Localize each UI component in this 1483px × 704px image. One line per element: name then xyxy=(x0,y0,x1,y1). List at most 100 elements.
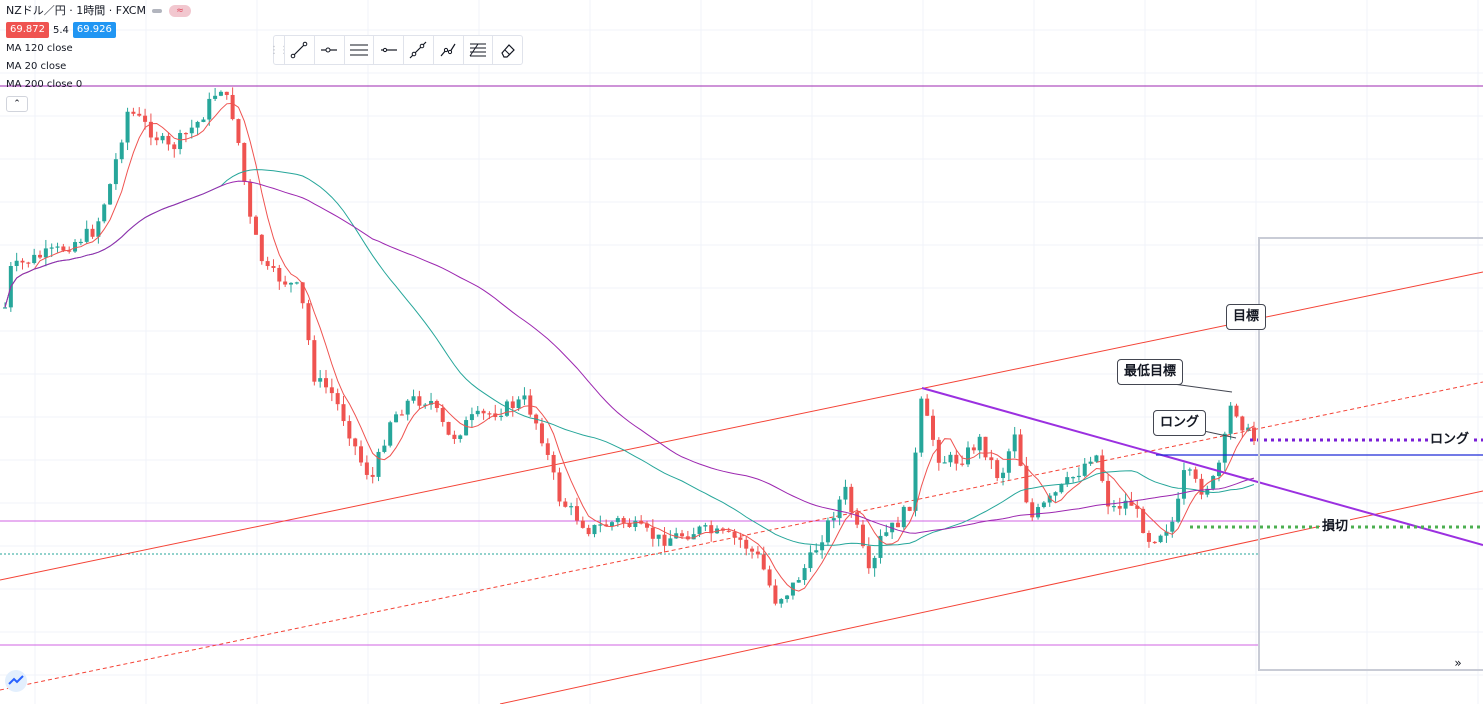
candle-body xyxy=(67,250,72,252)
candle-body xyxy=(440,407,445,422)
candle-body xyxy=(615,518,620,523)
candle-body xyxy=(154,137,159,141)
candle-body xyxy=(1082,463,1087,476)
candle-body xyxy=(580,520,585,528)
sell-price-button[interactable]: 69.872 xyxy=(6,22,49,38)
candle-body xyxy=(697,526,702,535)
ma120-line xyxy=(4,169,1255,547)
candle-body xyxy=(1053,492,1058,496)
candle-body xyxy=(1076,475,1081,478)
candle-body xyxy=(1199,478,1204,495)
candle-body xyxy=(160,135,165,141)
candle-body xyxy=(183,133,188,135)
candle-body xyxy=(201,119,206,122)
indicator-ma200[interactable]: MA 200 close 0 xyxy=(6,79,83,90)
candle-body xyxy=(1094,455,1099,462)
candle-body xyxy=(96,221,101,237)
horizontal-levels xyxy=(0,85,1483,646)
candle-body xyxy=(300,282,305,304)
extended-line-icon[interactable] xyxy=(403,36,433,64)
candle-body xyxy=(3,307,7,309)
candle-body xyxy=(750,548,755,552)
buy-price-button[interactable]: 69.926 xyxy=(72,22,116,38)
candle-body xyxy=(633,520,638,528)
candle-body xyxy=(691,534,696,540)
candle-body xyxy=(1158,535,1163,543)
candle-body xyxy=(294,282,299,284)
collapse-legend-button[interactable]: ⌃ xyxy=(6,96,28,112)
candle-body xyxy=(504,401,509,416)
candle-body xyxy=(148,121,153,138)
candle-body xyxy=(592,524,597,535)
candle-body xyxy=(989,457,994,461)
candle-body xyxy=(1001,472,1006,479)
stop-loss-label: 損切 xyxy=(1320,519,1351,535)
target-callout[interactable]: 目標 xyxy=(1226,304,1267,330)
candle-body xyxy=(78,241,83,244)
candle-body xyxy=(901,506,906,528)
candle-body xyxy=(674,533,679,539)
candle-body xyxy=(971,447,976,451)
candle-body xyxy=(265,261,270,267)
drag-handle-icon[interactable]: ⋮⋮ xyxy=(269,44,289,56)
candle-body xyxy=(178,133,183,150)
candle-body xyxy=(668,538,673,546)
descending-resistance-line xyxy=(921,387,1483,546)
ma200-line xyxy=(4,180,1255,534)
candle-body xyxy=(230,94,235,120)
chart-legend: NZドル／円 · 1時間 · FXCM ≈ 69.872 5.4 69.926 … xyxy=(6,2,191,112)
candle-body xyxy=(218,91,223,96)
horizontal-line-icon[interactable] xyxy=(373,36,403,64)
candle-body xyxy=(1059,484,1064,493)
candle-body xyxy=(271,266,276,268)
candle-body xyxy=(370,474,375,477)
candle-body xyxy=(499,415,504,418)
candle-body xyxy=(382,445,387,452)
candle-body xyxy=(131,111,136,114)
path-icon[interactable] xyxy=(432,36,463,64)
parallel-channel-icon[interactable] xyxy=(343,36,374,64)
candle-body xyxy=(866,546,871,569)
trade-drawings xyxy=(921,237,1483,671)
candle-body xyxy=(995,460,1000,479)
candle-body xyxy=(1117,506,1122,509)
candle-body xyxy=(849,486,854,513)
candle-body xyxy=(288,282,293,285)
candle-body xyxy=(253,216,258,235)
candle-body xyxy=(557,472,562,502)
indicator-ma20[interactable]: MA 20 close xyxy=(6,61,67,72)
data-status-icon[interactable]: ≈ xyxy=(168,5,191,17)
candle-body xyxy=(1216,462,1221,476)
candle-body xyxy=(324,378,329,388)
candle-body xyxy=(545,443,550,455)
candle-body xyxy=(627,522,632,528)
candle-body xyxy=(843,486,848,500)
candle-body xyxy=(779,599,784,604)
min-target-callout[interactable]: 最低目標 xyxy=(1117,359,1184,385)
candle-body xyxy=(475,410,480,415)
symbol-title[interactable]: NZドル／円 · 1時間 · FXCM xyxy=(6,4,146,17)
candle-body xyxy=(283,281,288,285)
long-callout[interactable]: ロング xyxy=(1153,410,1207,436)
candle-body xyxy=(569,506,574,508)
scroll-to-realtime-button[interactable]: » xyxy=(1454,656,1462,670)
candle-body xyxy=(399,414,404,416)
fib-icon[interactable] xyxy=(462,36,493,64)
candle-body xyxy=(726,530,731,532)
candlesticks xyxy=(3,87,1256,608)
candle-body xyxy=(1211,475,1216,489)
candle-body xyxy=(1164,531,1169,536)
trend-line-icon[interactable] xyxy=(284,36,314,64)
candle-body xyxy=(61,246,66,251)
moving-averages xyxy=(4,102,1255,592)
horizontal-ray-icon[interactable] xyxy=(313,36,344,64)
candle-body xyxy=(213,95,218,99)
candle-body xyxy=(919,398,924,453)
eraser-icon[interactable] xyxy=(492,36,522,64)
indicator-ma120[interactable]: MA 120 close xyxy=(6,43,73,54)
candle-body xyxy=(703,525,708,527)
candle-body xyxy=(242,142,247,182)
candle-body xyxy=(1228,405,1233,434)
